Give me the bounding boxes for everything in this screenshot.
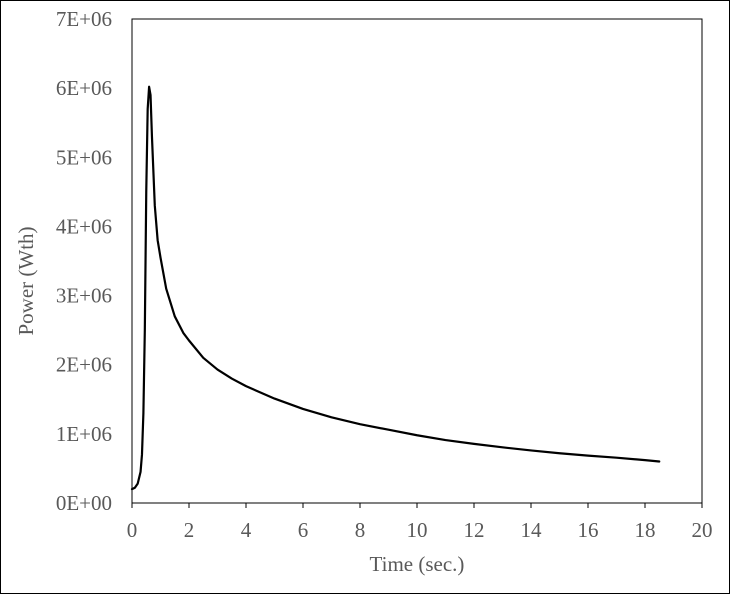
x-tick-label: 18 xyxy=(635,518,656,542)
y-axis-title: Power (Wth) xyxy=(14,226,38,335)
y-tick-label: 0E+00 xyxy=(56,491,112,515)
power-series-line xyxy=(130,85,661,491)
x-axis-title: Time (sec.) xyxy=(370,552,465,576)
y-tick-label: 5E+06 xyxy=(56,145,112,169)
x-tick-label: 20 xyxy=(692,518,713,542)
plot-area xyxy=(131,18,703,504)
x-tick-label: 12 xyxy=(464,518,485,542)
x-tick-label: 0 xyxy=(127,518,138,542)
y-tick-label: 2E+06 xyxy=(56,353,112,377)
x-tick-label: 14 xyxy=(521,518,543,542)
x-tick-label: 10 xyxy=(407,518,428,542)
y-tick-label: 7E+06 xyxy=(56,7,112,31)
y-tick-label: 1E+06 xyxy=(56,422,112,446)
x-tick-label: 8 xyxy=(355,518,366,542)
x-tick-label: 2 xyxy=(184,518,195,542)
y-tick-label: 4E+06 xyxy=(56,214,112,238)
y-tick-labels: 0E+00 1E+06 2E+06 3E+06 4E+06 5E+06 6E+06 7E+06 xyxy=(56,7,112,515)
x-tick-label: 4 xyxy=(241,518,252,542)
x-tick-marks xyxy=(131,503,703,508)
x-tick-label: 6 xyxy=(298,518,309,542)
x-tick-label: 16 xyxy=(578,518,599,542)
x-tick-labels: 0 2 4 6 8 10 12 14 16 18 20 xyxy=(127,518,713,542)
y-tick-label: 3E+06 xyxy=(56,284,112,308)
y-tick-label: 6E+06 xyxy=(56,76,112,100)
